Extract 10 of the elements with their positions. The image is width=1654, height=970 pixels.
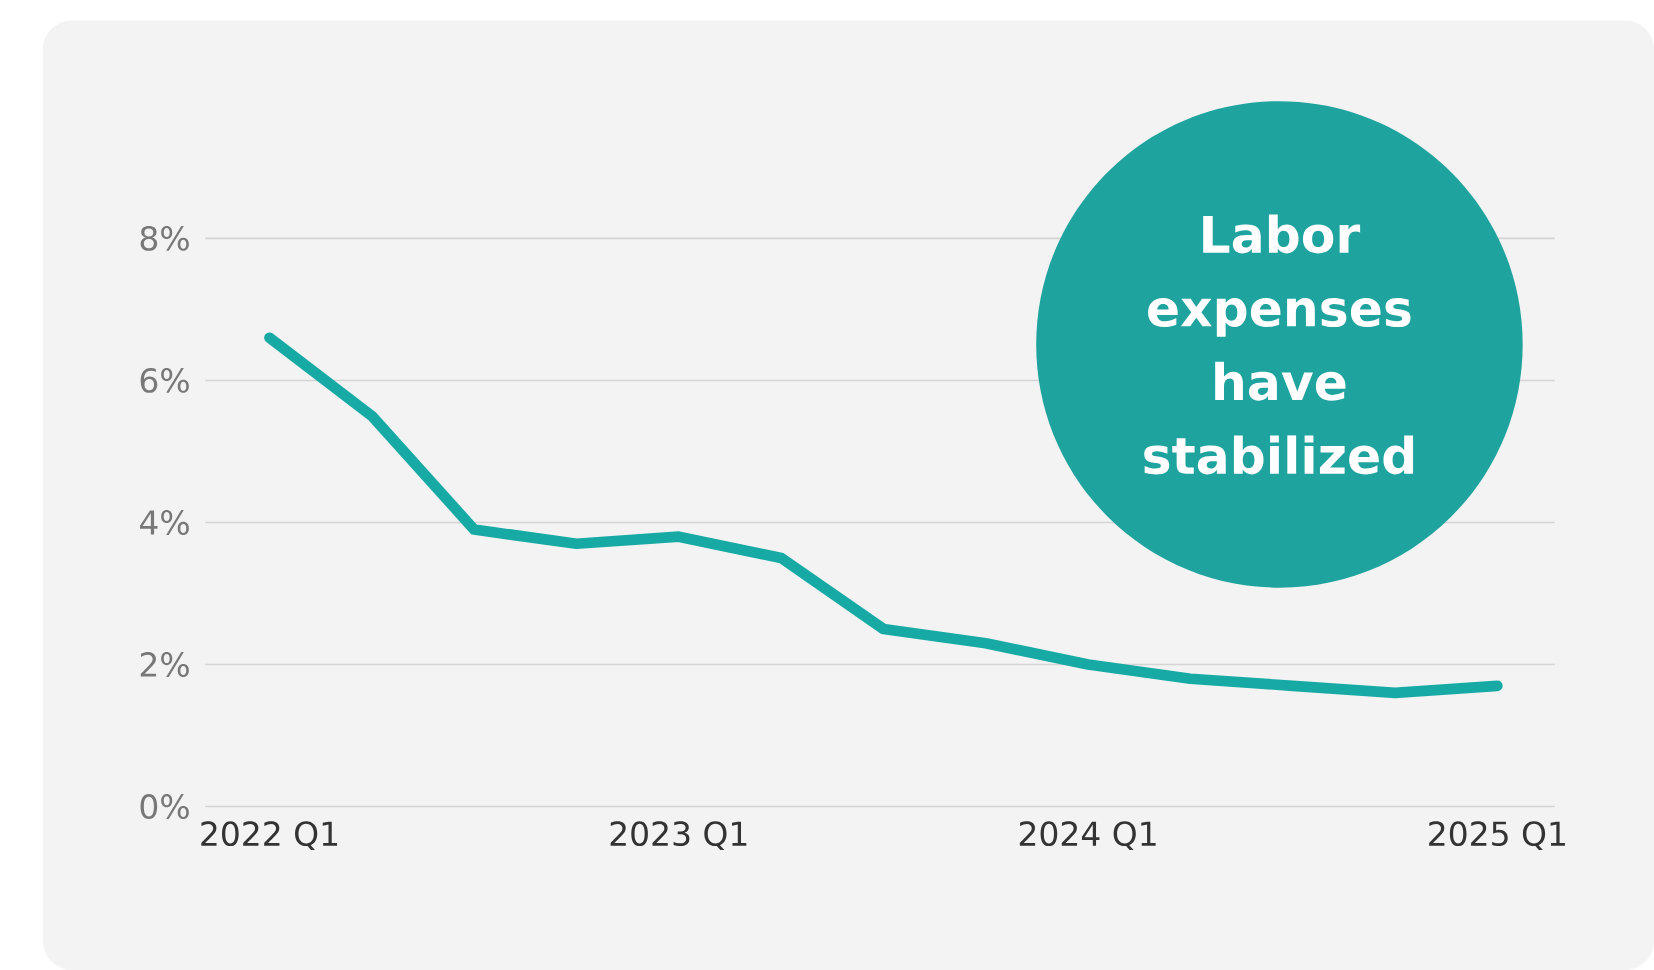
x-tick-label: 2022 Q1 [201,821,338,850]
y-tick-label: 2% [140,652,189,677]
annotation: Labor expenses have stabilized [1144,214,1414,475]
y-tick-label: 6% [140,367,189,393]
x-tick-label: 2024 Q1 [1019,821,1156,850]
y-tick-label: 0% [140,794,189,820]
y-tick-label: 8% [140,225,189,251]
x-tick-label: 2023 Q1 [610,821,747,850]
x-tick-label: 2025 Q1 [1429,821,1565,850]
y-tick-label: 4% [139,509,189,535]
